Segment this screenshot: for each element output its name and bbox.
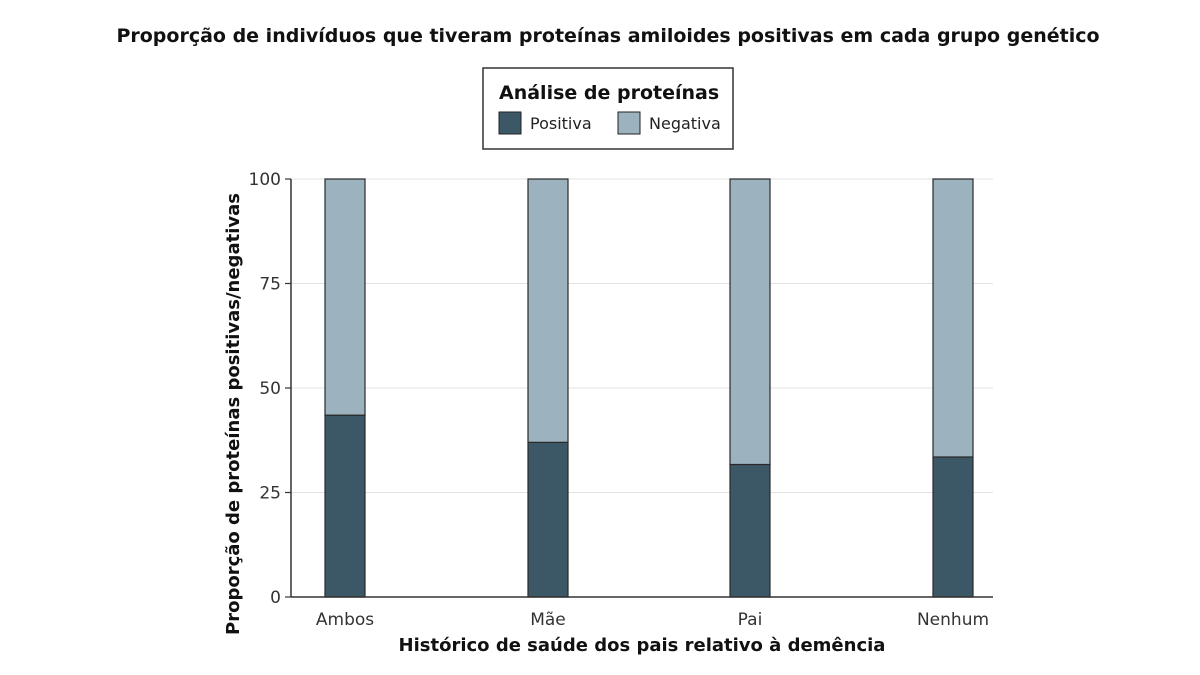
bar-positiva-1	[324, 414, 366, 598]
legend-label-positiva: Positiva	[530, 114, 592, 133]
bar-negativa-4	[932, 178, 974, 458]
legend: Análise de proteínas Positiva Negativa	[482, 67, 734, 150]
bar-positiva-3	[729, 463, 771, 598]
x-tick-label-4: Nenhum	[917, 610, 989, 630]
chart-title: Proporção de indivíduos que tiveram prot…	[116, 25, 1099, 47]
y-tick-label-100: 100	[249, 170, 281, 190]
legend-swatch-negativa	[617, 111, 641, 135]
x-tick-label-2: Mãe	[530, 610, 566, 630]
y-tick-label-25: 25	[259, 484, 281, 504]
bar-negativa-3	[729, 178, 771, 466]
legend-title: Análise de proteínas	[499, 82, 719, 104]
x-tick-label-3: Pai	[738, 610, 763, 630]
bar-positiva-2	[527, 441, 569, 598]
y-tick-label-75: 75	[259, 275, 281, 295]
bar-negativa-2	[527, 178, 569, 443]
bars	[324, 178, 974, 598]
bar-negativa-1	[324, 178, 366, 416]
legend-swatch-positiva	[498, 111, 522, 135]
legend-box	[482, 67, 734, 150]
x-axis-title: Histórico de saúde dos pais relativo à d…	[399, 635, 886, 656]
gridlines	[291, 178, 993, 493]
x-tick-label-1: Ambos	[316, 610, 374, 630]
y-ticks: 0 25 50 75 100	[249, 170, 291, 608]
x-ticks: Ambos Mãe Pai Nenhum	[316, 610, 989, 630]
bar-positiva-4	[932, 456, 974, 598]
y-axis-title: Proporção de proteínas positivas/negativ…	[223, 193, 244, 635]
legend-label-negativa: Negativa	[649, 114, 721, 133]
y-tick-label-50: 50	[259, 379, 281, 399]
y-tick-label-0: 0	[270, 588, 281, 608]
